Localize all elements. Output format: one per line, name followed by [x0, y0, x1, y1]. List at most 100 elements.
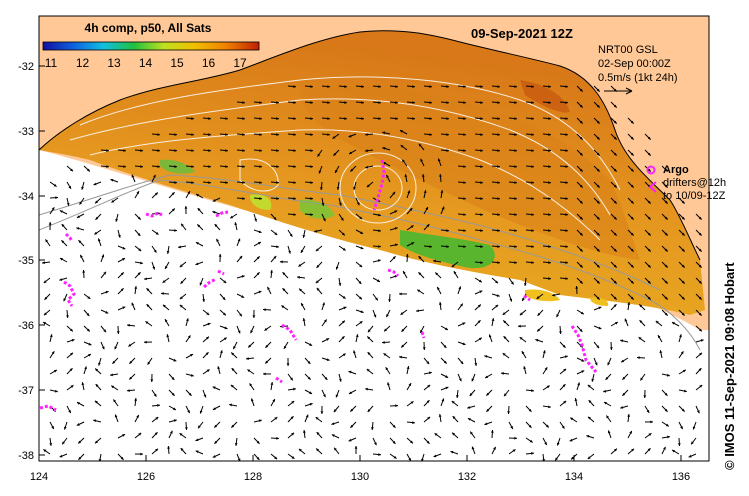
- current-arrow: [383, 352, 391, 359]
- current-arrow: [542, 181, 552, 184]
- current-arrow: [219, 309, 227, 316]
- current-arrow: [253, 271, 260, 279]
- current-arrow: [593, 357, 598, 366]
- current-arrow: [81, 382, 85, 391]
- current-arrow: [270, 133, 280, 136]
- current-arrow: [78, 239, 85, 247]
- current-arrow: [253, 229, 262, 234]
- current-arrow: [367, 325, 374, 333]
- current-arrow: [151, 149, 161, 152]
- current-arrow: [576, 213, 584, 221]
- current-arrow: [576, 277, 584, 285]
- current-arrow: [389, 453, 397, 459]
- current-arrow: [302, 318, 306, 327]
- current-arrow: [569, 437, 578, 442]
- current-arrow: [491, 181, 501, 184]
- current-arrow: [236, 453, 241, 461]
- current-arrow: [287, 400, 295, 407]
- current-arrow: [503, 389, 510, 397]
- current-arrow: [338, 335, 345, 343]
- current-arrow: [63, 421, 68, 430]
- current-arrow: [83, 293, 91, 300]
- current-arrow: [610, 261, 618, 269]
- drifter-track: [64, 232, 74, 242]
- current-arrow: [695, 213, 703, 221]
- current-arrow: [627, 165, 635, 173]
- current-arrow: [451, 400, 459, 407]
- current-arrow: [253, 419, 262, 423]
- scale-arrow-icon: [604, 87, 633, 95]
- current-arrow: [416, 309, 425, 313]
- current-arrow: [525, 165, 535, 168]
- current-arrow: [185, 181, 195, 184]
- current-arrow: [196, 223, 204, 231]
- current-arrow: [576, 357, 585, 362]
- current-arrow: [117, 306, 126, 311]
- current-arrow: [219, 149, 229, 152]
- current-arrow: [588, 399, 595, 407]
- current-arrow: [151, 192, 159, 199]
- current-arrow: [678, 334, 682, 343]
- current-arrow: [638, 304, 646, 311]
- current-arrow: [116, 325, 120, 335]
- current-arrow: [270, 117, 280, 120]
- current-arrow: [695, 405, 700, 414]
- current-arrow: [282, 287, 289, 295]
- current-arrow: [365, 149, 374, 153]
- current-arrow: [338, 373, 342, 382]
- current-arrow: [300, 302, 306, 311]
- current-arrow: [253, 213, 257, 222]
- current-arrow: [253, 197, 263, 200]
- current-arrow: [419, 325, 425, 334]
- current-arrow: [287, 85, 297, 88]
- current-arrow: [474, 165, 484, 168]
- current-arrow: [180, 277, 187, 285]
- current-arrow: [338, 277, 342, 286]
- current-arrow: [304, 213, 314, 216]
- info-line-1: NRT00 GSL: [598, 44, 658, 56]
- current-arrow: [49, 334, 53, 343]
- current-arrow: [389, 191, 396, 199]
- current-arrow: [100, 290, 109, 295]
- current-arrow: [321, 373, 328, 381]
- current-arrow: [372, 293, 379, 301]
- y-tick-label: -32: [18, 61, 34, 73]
- current-arrow: [265, 341, 272, 349]
- current-arrow: [114, 341, 119, 350]
- current-arrow: [559, 117, 569, 120]
- current-arrow: [353, 181, 357, 190]
- current-arrow: [400, 309, 408, 316]
- current-arrow: [535, 338, 544, 343]
- current-arrow: [219, 350, 223, 359]
- current-arrow: [593, 101, 601, 109]
- legend-argo: Argo: [663, 164, 689, 176]
- current-arrow: [406, 421, 416, 425]
- current-arrow: [372, 259, 381, 263]
- current-arrow: [559, 383, 566, 391]
- current-arrow: [525, 149, 535, 152]
- current-arrow: [77, 437, 85, 444]
- current-arrow: [61, 437, 68, 445]
- current-arrow: [486, 405, 493, 413]
- current-arrow: [180, 223, 187, 231]
- current-arrow: [318, 165, 323, 174]
- current-arrow: [44, 293, 51, 301]
- current-arrow: [576, 229, 584, 237]
- current-arrow: [315, 416, 323, 423]
- current-arrow: [117, 149, 127, 152]
- current-arrow: [433, 453, 442, 458]
- current-arrow: [355, 85, 365, 88]
- colorbar-tick-label: 13: [107, 56, 121, 70]
- current-arrow: [321, 302, 325, 311]
- current-arrow: [178, 245, 187, 249]
- current-arrow: [559, 400, 567, 407]
- current-arrow: [304, 181, 314, 184]
- x-tick-label: 130: [351, 471, 369, 483]
- colorbar-tick-label: 16: [202, 56, 216, 70]
- colorbar-tick-label: 14: [139, 56, 153, 70]
- colorbar-tick-label: 15: [170, 56, 184, 70]
- current-arrow: [655, 320, 663, 327]
- current-arrow: [559, 101, 569, 104]
- current-arrow: [76, 401, 85, 407]
- current-arrow: [399, 129, 408, 135]
